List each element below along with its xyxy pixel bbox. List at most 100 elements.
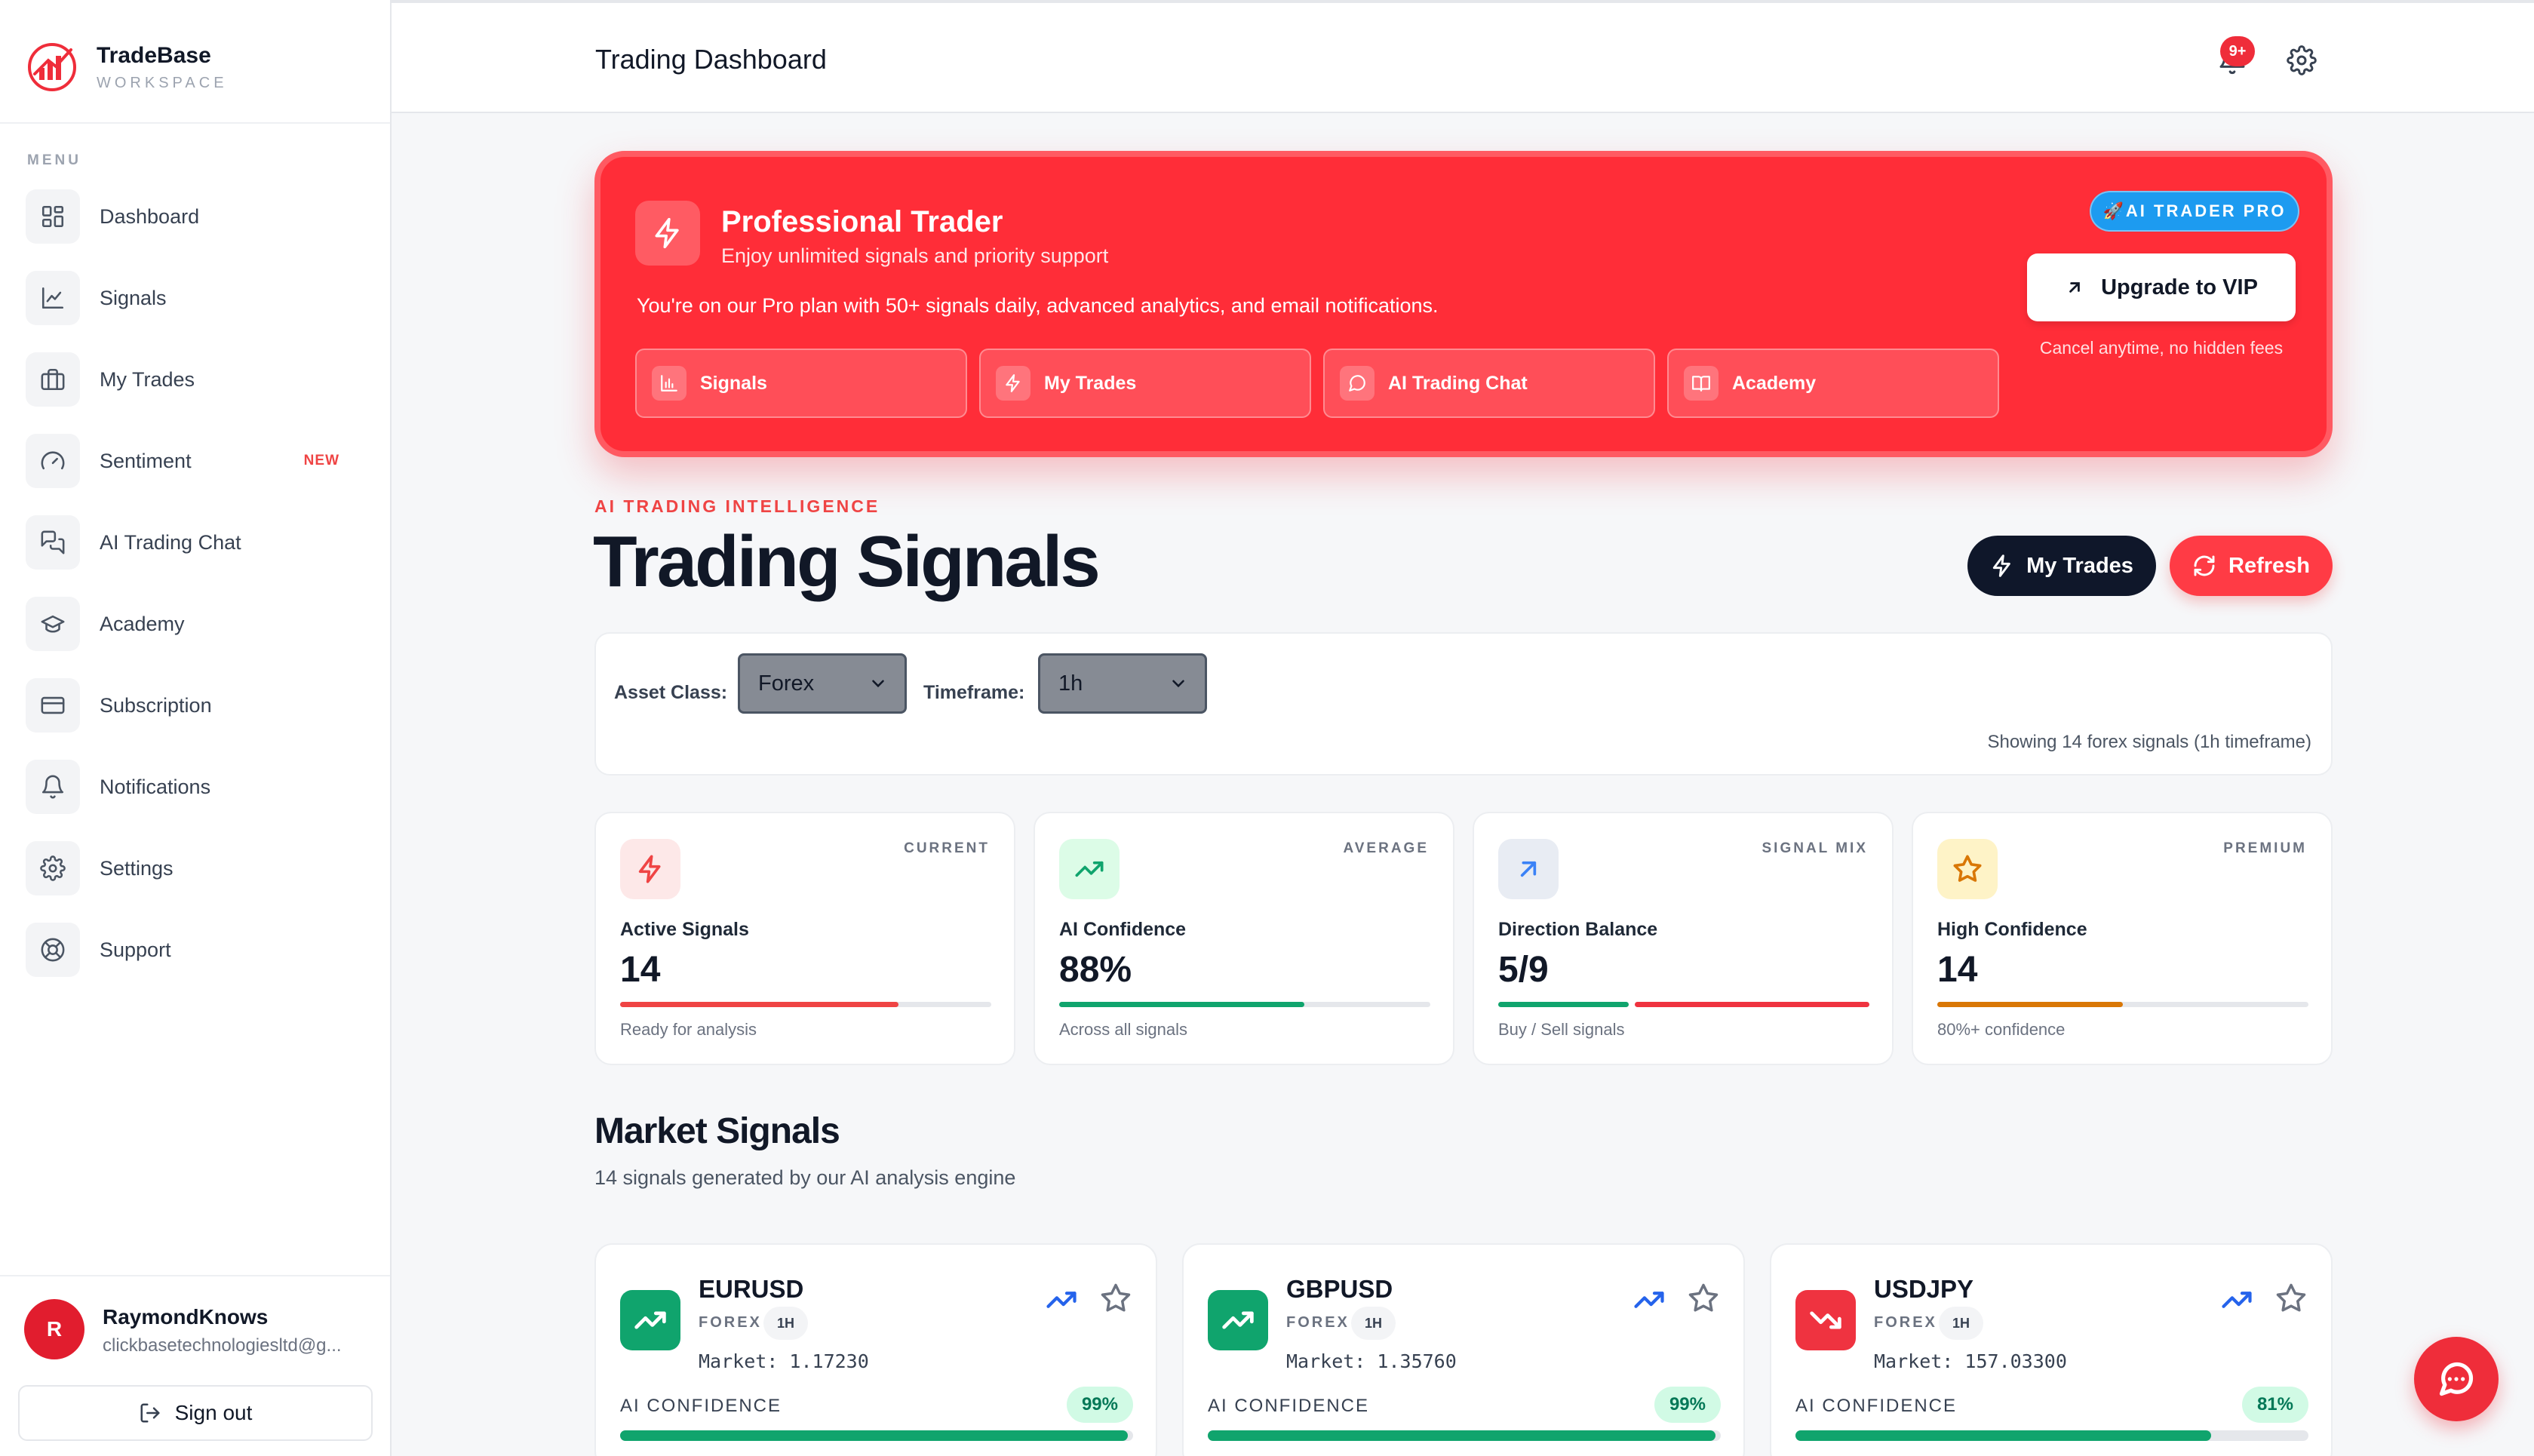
sidebar-item-dashboard[interactable]: Dashboard (26, 186, 367, 247)
sign-out-label: Sign out (174, 1401, 253, 1424)
trending-up-icon (2222, 1292, 2252, 1308)
arrow-up-right-icon (1498, 839, 1559, 899)
sidebar-item-label: AI Trading Chat (100, 530, 241, 554)
sign-out-button[interactable]: Sign out (18, 1385, 373, 1441)
my-trades-button[interactable]: My Trades (1967, 536, 2156, 596)
section-eyebrow: AI TRADING INTELLIGENCE (594, 496, 880, 516)
sidebar-item-ai-trading-chat[interactable]: AI Trading Chat (26, 511, 367, 573)
lifebuoy-icon (26, 923, 80, 977)
stat-progress-fill (1937, 1002, 2123, 1007)
upgrade-to-vip-button[interactable]: Upgrade to VIP (2027, 253, 2296, 321)
trending-up-icon (1059, 839, 1120, 899)
sidebar-item-settings[interactable]: Settings (26, 837, 367, 899)
timeframe-value: 1h (1058, 671, 1083, 696)
trending-up-icon (1046, 1292, 1077, 1308)
refresh-label: Refresh (2228, 553, 2310, 578)
buy-segment (1498, 1002, 1629, 1007)
quick-link-label: Academy (1732, 372, 1817, 394)
stat-label: Direction Balance (1498, 919, 1658, 940)
signal-market-price: Market: 157.03300 (1874, 1350, 2067, 1372)
signal-symbol: EURUSD (699, 1275, 804, 1303)
new-badge: NEW (303, 453, 339, 468)
confidence-fill (1795, 1430, 2211, 1441)
sidebar-item-signals[interactable]: Signals (26, 267, 367, 329)
favorite-button[interactable] (2275, 1282, 2310, 1317)
timeframe-select[interactable]: 1h (1038, 653, 1207, 714)
favorite-button[interactable] (1688, 1282, 1722, 1317)
trend-button[interactable] (1633, 1284, 1668, 1319)
confidence-fill (620, 1430, 1129, 1441)
signal-asset-class: FOREX (699, 1314, 762, 1331)
signal-card-gbpusd[interactable]: GBPUSD FOREX 1H Market: 1.35760 AI CONFI… (1182, 1243, 1745, 1456)
direction-balance-bar (1498, 1002, 1869, 1007)
star-icon (1937, 839, 1998, 899)
gear-icon (26, 841, 80, 895)
trend-button[interactable] (2221, 1284, 2256, 1319)
top-bar: Trading Dashboard 9+ (392, 0, 2534, 113)
quick-link-label: My Trades (1044, 372, 1137, 394)
signals-title: Trading Signals (593, 521, 1101, 602)
stat-progress-track (620, 1002, 991, 1007)
stat-footnote: 80%+ confidence (1937, 1020, 2066, 1039)
stat-label: High Confidence (1937, 919, 2087, 940)
page-title: Trading Dashboard (595, 44, 827, 75)
sidebar-item-subscription[interactable]: Subscription (26, 674, 367, 736)
stat-tag: AVERAGE (1343, 840, 1429, 856)
sell-segment (1634, 1002, 1869, 1007)
quick-link-signals[interactable]: Signals (635, 349, 967, 418)
signal-card-eurusd[interactable]: EURUSD FOREX 1H Market: 1.17230 AI CONFI… (594, 1243, 1157, 1456)
ai-confidence-badge: 99% (1066, 1387, 1133, 1423)
line-chart-icon (26, 271, 80, 325)
sidebar-item-notifications[interactable]: Notifications (26, 756, 367, 818)
signal-timeframe-badge: 1H (1351, 1307, 1396, 1340)
sidebar-item-label: My Trades (100, 367, 195, 391)
trend-button[interactable] (1046, 1284, 1080, 1319)
plan-title: Professional Trader (721, 205, 1003, 238)
sidebar: TradeBase WORKSPACE MENU Dashboard Signa… (0, 0, 392, 1456)
sidebar-item-label: Signals (100, 286, 167, 309)
brand-subtitle: WORKSPACE (97, 74, 228, 91)
star-icon (1688, 1283, 1719, 1312)
notification-count-badge: 9+ (2220, 36, 2255, 66)
quick-link-my-trades[interactable]: My Trades (979, 349, 1311, 418)
market-signals-title: Market Signals (594, 1111, 840, 1151)
stats-row: CURRENT Active Signals 14 Ready for anal… (594, 812, 2333, 1065)
book-icon (1684, 366, 1719, 401)
stat-progress-fill (620, 1002, 898, 1007)
ai-confidence-label: AI CONFIDENCE (1208, 1396, 1370, 1416)
signal-symbol: GBPUSD (1286, 1275, 1393, 1303)
settings-button[interactable] (2287, 45, 2320, 78)
chevron-down-icon (1172, 680, 1184, 688)
stat-progress-track (1937, 1002, 2308, 1007)
chat-support-button[interactable] (2414, 1337, 2499, 1421)
sidebar-item-academy[interactable]: Academy (26, 593, 367, 655)
stat-value: 14 (620, 950, 661, 990)
quick-link-ai-trading-chat[interactable]: AI Trading Chat (1323, 349, 1655, 418)
signal-asset-class: FOREX (1286, 1314, 1350, 1331)
quick-link-academy[interactable]: Academy (1667, 349, 1999, 418)
asset-class-select[interactable]: Forex (738, 653, 907, 714)
trending-up-icon (1208, 1290, 1268, 1350)
sidebar-item-sentiment[interactable]: Sentiment NEW (26, 430, 367, 492)
chevron-down-icon (872, 680, 884, 688)
avatar[interactable]: R (24, 1299, 84, 1359)
lightning-icon (996, 366, 1030, 401)
brand[interactable]: TradeBase WORKSPACE (26, 33, 228, 101)
signal-card-usdjpy[interactable]: USDJPY FOREX 1H Market: 157.03300 AI CON… (1770, 1243, 2333, 1456)
grid-icon (26, 189, 80, 244)
sidebar-item-label: Academy (100, 612, 185, 635)
asset-class-value: Forex (758, 671, 815, 696)
signal-symbol: USDJPY (1874, 1275, 1974, 1303)
plan-badge: 🚀AI TRADER PRO (2090, 191, 2299, 232)
quick-link-label: AI Trading Chat (1388, 372, 1528, 394)
sidebar-item-label: Settings (100, 856, 174, 880)
sidebar-item-support[interactable]: Support (26, 919, 367, 981)
sidebar-item-my-trades[interactable]: My Trades (26, 349, 367, 410)
graduation-cap-icon (26, 597, 80, 651)
confidence-track (1795, 1430, 2308, 1441)
trending-up-icon (620, 1290, 680, 1350)
stat-progress-fill (1059, 1002, 1304, 1007)
favorite-button[interactable] (1100, 1282, 1135, 1317)
lightning-icon (620, 839, 680, 899)
refresh-button[interactable]: Refresh (2170, 536, 2333, 596)
